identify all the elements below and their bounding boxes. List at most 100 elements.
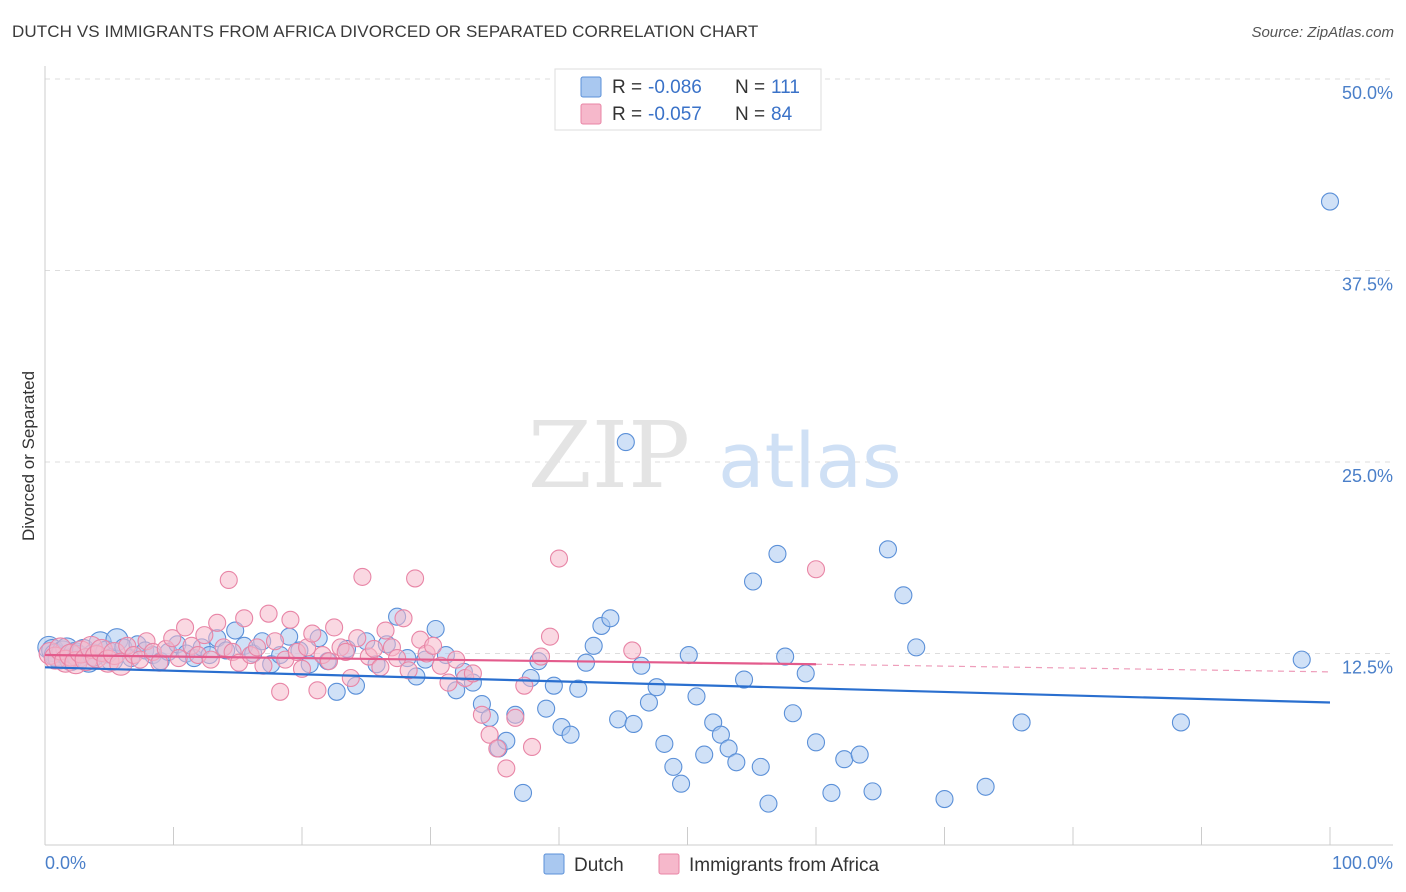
point-dutch xyxy=(863,782,882,801)
point-dutch xyxy=(894,586,913,605)
gridlines xyxy=(45,78,1393,654)
legend-r-label-africa: R = xyxy=(612,104,642,125)
legend-swatch-dutch xyxy=(580,76,602,98)
watermark-zip: ZIP xyxy=(528,402,690,509)
point-africa xyxy=(431,656,450,675)
point-dutch xyxy=(664,757,683,776)
legend-n-label-dutch: N = xyxy=(735,77,765,98)
point-africa xyxy=(439,673,458,692)
point-africa xyxy=(169,649,188,668)
trend-lines xyxy=(44,653,1331,704)
bottom-legend-swatch-dutch xyxy=(543,853,565,875)
legend-swatch-africa xyxy=(580,103,602,125)
point-africa xyxy=(325,618,344,637)
point-dutch xyxy=(513,783,533,802)
point-dutch xyxy=(711,725,730,744)
point-africa xyxy=(163,629,182,648)
bottom-legend-swatch-africa xyxy=(658,853,680,875)
point-dutch xyxy=(584,636,603,655)
point-dutch xyxy=(743,572,763,591)
point-dutch xyxy=(672,774,691,793)
point-africa xyxy=(806,560,826,579)
point-africa xyxy=(336,642,355,662)
point-dutch xyxy=(609,710,628,729)
point-dutch xyxy=(935,789,954,809)
point-africa xyxy=(265,632,285,651)
point-dutch xyxy=(544,676,563,695)
point-dutch xyxy=(719,739,738,758)
bottom-legend-africa: Immigrants from Africa xyxy=(689,855,879,876)
point-dutch xyxy=(639,693,659,712)
point-africa xyxy=(254,656,273,675)
y-tick-label: 50.0% xyxy=(1342,83,1393,103)
point-dutch xyxy=(776,647,795,666)
legend-n-label-africa: N = xyxy=(735,104,765,125)
point-dutch xyxy=(835,750,854,769)
point-dutch xyxy=(976,777,995,796)
point-africa xyxy=(208,613,227,632)
y-axis-title: Divorced or Separated xyxy=(19,371,38,541)
y-tick-label: 37.5% xyxy=(1342,275,1393,295)
point-dutch xyxy=(1292,650,1311,669)
point-africa xyxy=(348,629,367,648)
point-dutch xyxy=(327,682,346,701)
y-tick-label: 12.5% xyxy=(1342,658,1393,678)
point-africa xyxy=(195,626,214,645)
point-africa xyxy=(303,624,322,643)
point-dutch xyxy=(1320,192,1340,211)
point-africa xyxy=(394,609,413,628)
point-africa xyxy=(406,569,425,588)
point-dutch xyxy=(907,638,926,657)
point-dutch xyxy=(679,645,698,665)
point-dutch xyxy=(632,656,651,675)
x-tick-label: 0.0% xyxy=(45,853,86,873)
point-dutch xyxy=(796,664,815,683)
point-dutch xyxy=(783,704,802,723)
point-africa xyxy=(540,627,560,646)
point-dutch xyxy=(687,687,706,706)
point-africa xyxy=(271,682,290,701)
point-africa xyxy=(497,759,516,778)
legend-r-value-africa: -0.057 xyxy=(648,104,702,125)
point-africa xyxy=(549,549,569,568)
point-dutch xyxy=(878,540,898,559)
point-africa xyxy=(522,737,542,757)
point-africa xyxy=(235,609,254,628)
point-dutch xyxy=(768,544,787,563)
point-dutch xyxy=(537,699,556,718)
y-tick-label: 25.0% xyxy=(1342,466,1393,486)
point-dutch xyxy=(1171,713,1190,732)
point-dutch xyxy=(616,433,635,452)
point-africa xyxy=(281,610,300,629)
point-africa xyxy=(376,621,395,640)
bottom-legend: Dutch Immigrants from Africa xyxy=(543,853,879,876)
y-tick-labels: 12.5% 25.0% 37.5% 50.0% xyxy=(1342,83,1393,678)
bottom-legend-dutch: Dutch xyxy=(574,855,624,876)
point-africa xyxy=(259,604,278,623)
point-dutch xyxy=(601,609,620,628)
point-dutch xyxy=(751,757,770,776)
point-africa xyxy=(472,705,491,724)
point-africa xyxy=(353,567,372,586)
point-africa xyxy=(201,650,220,669)
trend-line-africa-extension xyxy=(815,663,1331,673)
point-dutch xyxy=(561,725,580,744)
point-dutch xyxy=(655,734,674,753)
point-africa xyxy=(488,739,507,758)
point-africa xyxy=(319,652,339,671)
point-africa xyxy=(463,664,482,683)
source-label: Source: ZipAtlas.com xyxy=(1251,24,1394,41)
chart-title: DUTCH VS IMMIGRANTS FROM AFRICA DIVORCED… xyxy=(12,22,759,41)
point-africa xyxy=(292,659,312,678)
axes xyxy=(44,66,1393,846)
legend-r-label-dutch: R = xyxy=(612,77,642,98)
point-dutch xyxy=(695,745,714,764)
point-africa xyxy=(341,668,360,688)
point-africa xyxy=(219,570,238,590)
point-dutch xyxy=(822,783,841,802)
point-africa xyxy=(506,708,525,727)
legend-n-value-dutch: 111 xyxy=(771,77,800,98)
point-africa xyxy=(480,725,499,744)
watermark: ZIP atlas xyxy=(528,402,902,509)
